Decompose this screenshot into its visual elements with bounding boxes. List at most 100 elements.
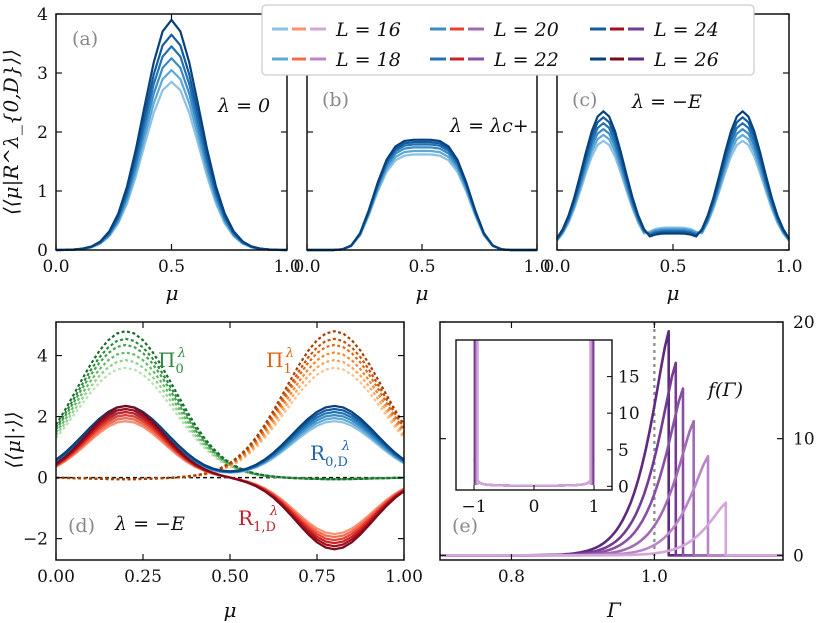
legend-label: L = 16	[335, 19, 401, 41]
panel-d-annotation: λ = −E	[114, 513, 185, 535]
panel-a-xtick-label: 0.5	[158, 257, 185, 277]
panel-d-ytick-label: −2	[23, 530, 48, 550]
panel-e-inset-ytick-label: 0	[618, 477, 629, 497]
panel-c-annotation: λ = −E	[631, 91, 702, 113]
panel-c-series-line	[556, 110, 790, 239]
panel-d-ytick-label: 2	[37, 408, 48, 428]
panel-e-tag: (e)	[452, 515, 478, 537]
panel-a-ytick-label: 0	[37, 241, 48, 261]
panel-d-series-line	[55, 330, 405, 481]
panel-c-xtick-label: 0.5	[659, 257, 686, 277]
panel-a-ytick-label: 2	[37, 123, 48, 143]
legend-entry: L = 26	[590, 49, 719, 71]
panel-d-label-r1d: R1,Dλ	[238, 504, 278, 535]
panel-a-ytick-label: 4	[37, 5, 48, 25]
panel-e-xtick-label: 0.8	[498, 567, 525, 587]
panel-d-xtick-label: 1.00	[385, 567, 423, 587]
panel-e-series-line	[440, 501, 783, 557]
panel-c-tag: (c)	[572, 89, 597, 111]
panel-e-inset-bg	[456, 340, 612, 490]
panel-c-series-line	[556, 122, 790, 240]
panel-e-ytick-label: 0	[793, 546, 804, 566]
panel-d-series-line	[55, 330, 405, 481]
panel-b-series-line	[307, 153, 537, 252]
panel-a-ytick-label: 1	[37, 182, 48, 202]
panel-e-inset-ytick-label: 5	[618, 441, 629, 461]
panel-d-xtick-label: 0.25	[124, 567, 162, 587]
legend: L = 16 L = 18 L = 20 L = 22 L = 24 L = 26	[261, 4, 755, 76]
panel-a-annotation: λ = 0	[217, 95, 270, 117]
panel-a-xtick-label: 0.0	[42, 257, 69, 277]
panel-a-series-line	[55, 33, 288, 252]
panel-c-series-line	[556, 128, 790, 241]
panel-d-xtick-label: 0.50	[211, 567, 249, 587]
panel-d-xtick-label: 0.00	[37, 567, 75, 587]
panel-b-xtick-label: 0.5	[408, 257, 435, 277]
panel-a-series-line	[55, 57, 288, 252]
legend-label: L = 26	[653, 49, 719, 71]
legend-entry: L = 20	[430, 19, 559, 41]
legend-label: L = 20	[493, 19, 559, 41]
panel-a-xtick-label: 1.0	[273, 257, 300, 277]
panel-d-ytick-label: 0	[37, 469, 48, 489]
panel-d-ytick-label: 4	[37, 347, 48, 367]
panel-b-series-line	[307, 149, 537, 252]
panel-e-ytick-label: 20	[793, 313, 815, 333]
panel-e-annotation: f(Γ)	[706, 379, 743, 401]
panel-b-xtick-label: 0.0	[293, 257, 320, 277]
panel-a: 0.0 0.5 1.0 0 1 2 3 4 (a) λ = 0 μ ⟨⟨μ|R^λ_{0,D}⟩⟩	[0, 5, 301, 305]
legend-label: L = 22	[493, 49, 559, 71]
panel-d-frame	[55, 321, 405, 561]
panel-d-ylabel: ⟨⟨μ|·⟩⟩	[1, 411, 26, 468]
panel-d-label-r0d: R0,Dλ	[310, 439, 350, 470]
panel-b-series-line	[307, 143, 537, 252]
panel-d-xtick-label: 0.75	[298, 567, 336, 587]
panel-e-frame	[439, 321, 784, 561]
panel-a-series-line	[55, 45, 288, 252]
legend-label: L = 24	[653, 19, 719, 41]
panel-c-series-line	[556, 133, 790, 241]
panel-b-series-line	[307, 138, 537, 252]
legend-entry: L = 22	[430, 49, 559, 71]
panel-c-xtick-label: 1.0	[775, 257, 802, 277]
panel-e-inset-ytick-label: 10	[618, 404, 640, 424]
panel-b-xtick-label: 1.0	[523, 257, 550, 277]
panel-b-xlabel: μ	[416, 281, 429, 305]
panel-b: 0.0 0.5 1.0 (b) λ = λc+ μ	[293, 13, 551, 305]
panel-e-inset-xtick-label: −1	[461, 497, 486, 517]
panel-d-tag: (d)	[68, 515, 95, 537]
panel-b-series-line	[307, 146, 537, 252]
panel-e-xtick-label: 1.0	[641, 567, 668, 587]
panel-c-xlabel: μ	[667, 281, 680, 305]
panel-e-inset-xtick-label: 0	[529, 497, 540, 517]
panel-e-xlabel: Γ	[606, 598, 622, 622]
legend-entry: L = 24	[590, 19, 719, 41]
panel-e-ytick-label: 10	[793, 430, 815, 450]
legend-entry: L = 16	[272, 19, 401, 41]
panel-d-xlabel: μ	[224, 598, 237, 622]
panel-e-inset-xtick-label: 1	[589, 497, 600, 517]
panel-a-tag: (a)	[72, 28, 98, 50]
panel-c-xtick-label: 0.0	[543, 257, 570, 277]
panel-b-tag: (b)	[322, 89, 349, 111]
legend-entry: L = 18	[272, 49, 401, 71]
panel-b-annotation: λ = λc+	[449, 115, 529, 137]
panel-a-ylabel: ⟨⟨μ|R^λ_{0,D}⟩⟩	[0, 49, 24, 215]
panel-c-series-line	[556, 139, 790, 242]
panel-c-series-line	[556, 116, 790, 240]
panel-d-label-pi0: Π0λ	[158, 346, 186, 377]
panel-d-series-line	[55, 404, 405, 551]
panel-d-label-pi1: Π1λ	[266, 346, 294, 377]
panel-a-series-line	[55, 18, 288, 252]
panel-a-ytick-label: 3	[37, 64, 48, 84]
panel-c: 0.0 0.5 1.0 (c) λ = −E μ	[543, 13, 803, 305]
panel-a-xlabel: μ	[166, 281, 179, 305]
panel-e-inset-ytick-label: 15	[618, 368, 640, 388]
legend-label: L = 18	[335, 49, 401, 71]
panel-d: 0.00 0.25 0.50 0.75 1.00 −2 0 2 4 (d) λ = −E μ ⟨⟨μ|·…	[1, 321, 423, 622]
panel-b-series-line	[307, 140, 537, 252]
